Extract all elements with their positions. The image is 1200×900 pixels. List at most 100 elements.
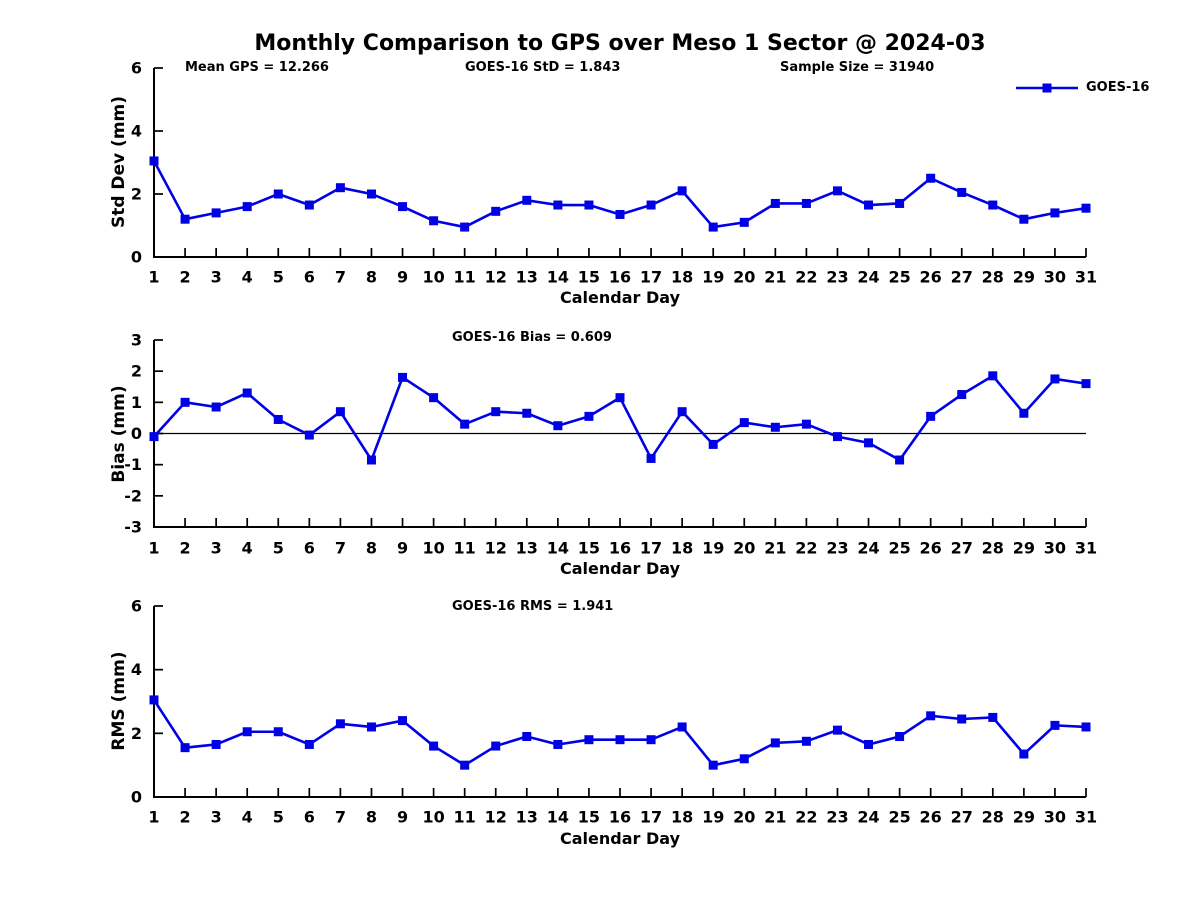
data-point-marker xyxy=(273,414,283,424)
data-point-marker xyxy=(988,371,998,381)
x-tick-label: 6 xyxy=(304,539,315,558)
data-point-marker xyxy=(398,716,408,726)
x-tick-label: 31 xyxy=(1075,808,1097,827)
x-tick-label: 30 xyxy=(1044,539,1066,558)
x-tick-label: 17 xyxy=(640,268,662,287)
data-point-marker xyxy=(1019,408,1029,418)
data-point-marker xyxy=(957,187,967,197)
data-point-marker xyxy=(149,695,159,705)
data-point-marker xyxy=(801,419,811,429)
annotation-mean-gps: Mean GPS = 12.266 xyxy=(185,60,329,75)
data-point-marker xyxy=(242,202,252,212)
data-point-marker xyxy=(491,741,501,751)
x-tick-label: 29 xyxy=(1013,539,1035,558)
y-tick-label: 6 xyxy=(131,597,142,616)
data-point-marker xyxy=(739,418,749,428)
x-tick-label: 1 xyxy=(148,268,159,287)
x-tick-label: 16 xyxy=(609,268,631,287)
y-tick-label: 0 xyxy=(131,424,142,443)
x-tick-label: 5 xyxy=(273,268,284,287)
data-point-marker xyxy=(708,760,718,770)
x-tick-label: 10 xyxy=(422,539,444,558)
data-point-marker xyxy=(615,393,625,403)
x-tick-label: 8 xyxy=(366,808,377,827)
data-point-marker xyxy=(366,189,376,199)
data-point-marker xyxy=(584,735,594,745)
data-point-marker xyxy=(615,209,625,219)
data-point-marker xyxy=(770,738,780,748)
x-tick-label: 4 xyxy=(242,539,253,558)
data-point-marker xyxy=(988,712,998,722)
x-tick-label: 24 xyxy=(857,539,879,558)
ylabel-rms: RMS (mm) xyxy=(109,651,129,751)
x-tick-label: 15 xyxy=(578,268,600,287)
data-point-marker xyxy=(366,455,376,465)
series-line-rms xyxy=(152,698,1088,767)
data-point-marker xyxy=(832,432,842,442)
data-point-marker xyxy=(584,200,594,210)
y-tick-label: -3 xyxy=(124,518,142,537)
data-point-marker xyxy=(895,732,905,742)
data-point-marker xyxy=(646,200,656,210)
x-tick-label: 13 xyxy=(516,808,538,827)
x-tick-label: 10 xyxy=(422,268,444,287)
data-point-marker xyxy=(926,711,936,721)
x-tick-label: 9 xyxy=(397,808,408,827)
data-point-marker xyxy=(460,760,470,770)
data-point-marker xyxy=(398,372,408,382)
data-point-marker xyxy=(429,393,439,403)
x-tick-label: 26 xyxy=(920,268,942,287)
x-tick-label: 5 xyxy=(273,539,284,558)
data-point-marker xyxy=(708,439,718,449)
data-point-marker xyxy=(677,407,687,417)
data-point-marker xyxy=(739,754,749,764)
y-tick-label: 2 xyxy=(131,724,142,743)
x-tick-label: 14 xyxy=(547,539,569,558)
data-point-marker xyxy=(211,402,221,412)
x-tick-label: 7 xyxy=(335,268,346,287)
data-point-marker xyxy=(895,198,905,208)
data-point-marker xyxy=(522,195,532,205)
data-point-marker xyxy=(273,189,283,199)
data-point-marker xyxy=(180,743,190,753)
data-point-marker xyxy=(491,206,501,216)
x-tick-label: 8 xyxy=(366,268,377,287)
x-tick-label: 22 xyxy=(795,268,817,287)
x-tick-label: 9 xyxy=(397,539,408,558)
data-point-marker xyxy=(522,732,532,742)
data-point-marker xyxy=(460,222,470,232)
x-tick-label: 15 xyxy=(578,808,600,827)
data-point-marker xyxy=(1081,722,1091,732)
x-tick-label: 19 xyxy=(702,539,724,558)
y-tick-label: 2 xyxy=(131,362,142,381)
x-tick-label: 11 xyxy=(454,539,476,558)
data-point-marker xyxy=(242,727,252,737)
data-point-marker xyxy=(864,438,874,448)
data-point-marker xyxy=(211,208,221,218)
data-point-marker xyxy=(304,200,314,210)
data-point-marker xyxy=(770,198,780,208)
x-tick-label: 21 xyxy=(764,539,786,558)
data-point-marker xyxy=(801,736,811,746)
data-point-marker xyxy=(180,397,190,407)
x-tick-label: 3 xyxy=(211,808,222,827)
y-tick-label: -2 xyxy=(124,486,142,505)
x-tick-label: 20 xyxy=(733,808,755,827)
x-tick-label: 27 xyxy=(951,808,973,827)
x-tick-label: 14 xyxy=(547,268,569,287)
data-point-marker xyxy=(615,735,625,745)
x-tick-label: 18 xyxy=(671,539,693,558)
annotation-sample-size: Sample Size = 31940 xyxy=(780,60,935,75)
series-line-bias xyxy=(152,374,1088,462)
x-tick-label: 31 xyxy=(1075,268,1097,287)
x-tick-label: 8 xyxy=(366,539,377,558)
data-point-marker xyxy=(553,739,563,749)
x-tick-label: 21 xyxy=(764,268,786,287)
annotation-goes16-std: GOES-16 StD = 1.843 xyxy=(465,60,621,75)
x-tick-label: 23 xyxy=(826,808,848,827)
data-point-marker xyxy=(832,725,842,735)
data-point-marker xyxy=(926,173,936,183)
data-point-marker xyxy=(895,455,905,465)
data-point-marker xyxy=(957,714,967,724)
